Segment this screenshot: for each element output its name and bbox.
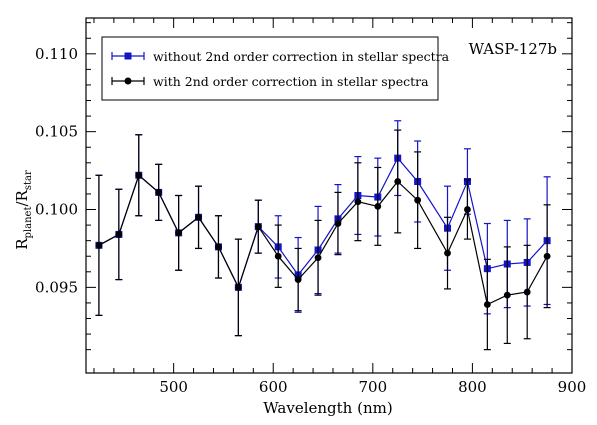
data-point-circle	[503, 291, 511, 299]
y-tick-label: 0.110	[35, 45, 78, 63]
data-point-circle	[274, 252, 282, 260]
x-tick-label: 500	[159, 378, 188, 396]
data-point-circle	[175, 229, 183, 237]
plot-frame	[85, 17, 573, 374]
y-tick-label: 0.095	[35, 278, 78, 296]
legend-label-with: with 2nd order correction in stellar spe…	[153, 74, 429, 89]
plot-marks	[95, 120, 551, 351]
data-point-circle	[314, 254, 322, 262]
x-tick-label: 900	[558, 378, 587, 396]
data-point-circle	[543, 252, 551, 260]
series-with-correction	[95, 129, 551, 351]
axis-ticks: 500 600 700 800 900 0.095 0.100 0.105 0.110	[35, 18, 586, 396]
data-point-circle	[523, 288, 531, 296]
data-point-circle	[135, 171, 143, 179]
y-axis-label-base: R	[13, 238, 31, 250]
y-axis-label-sep: /R	[13, 189, 31, 206]
data-point-circle	[215, 243, 222, 251]
data-point-circle	[394, 178, 402, 185]
data-point-circle	[414, 196, 422, 204]
y-axis-label-sub-star: star	[23, 170, 34, 190]
legend-marker-circle	[124, 77, 132, 85]
legend-label-without: without 2nd order correction in stellar …	[153, 49, 450, 64]
legend-box	[101, 36, 439, 101]
y-tick-label: 0.100	[35, 201, 78, 219]
data-point-circle	[95, 241, 103, 249]
data-point-circle	[234, 283, 242, 291]
data-point-circle	[195, 213, 202, 221]
data-point-circle	[115, 231, 123, 238]
x-tick-label: 600	[259, 378, 288, 396]
legend-marker-square	[124, 52, 132, 60]
data-point-circle	[354, 198, 362, 206]
planet-annotation: WASP-127b	[469, 40, 557, 58]
data-point-circle	[294, 276, 302, 283]
y-axis-label: Rplanet/Rstar	[13, 170, 34, 250]
x-axis-label: Wavelength (nm)	[263, 399, 392, 417]
data-point-circle	[155, 188, 163, 196]
data-point-circle	[483, 301, 491, 308]
legend: without 2nd order correction in stellar …	[101, 36, 450, 101]
y-axis-label-sub-planet: planet	[23, 207, 34, 239]
data-point-circle	[374, 202, 382, 210]
y-tick-label: 0.105	[35, 123, 78, 141]
data-point-circle	[254, 223, 262, 231]
data-point-circle	[444, 249, 451, 257]
data-point-circle	[464, 206, 471, 213]
x-tick-label: 700	[358, 378, 387, 396]
x-tick-label: 800	[458, 378, 487, 396]
data-point-circle	[334, 220, 342, 227]
